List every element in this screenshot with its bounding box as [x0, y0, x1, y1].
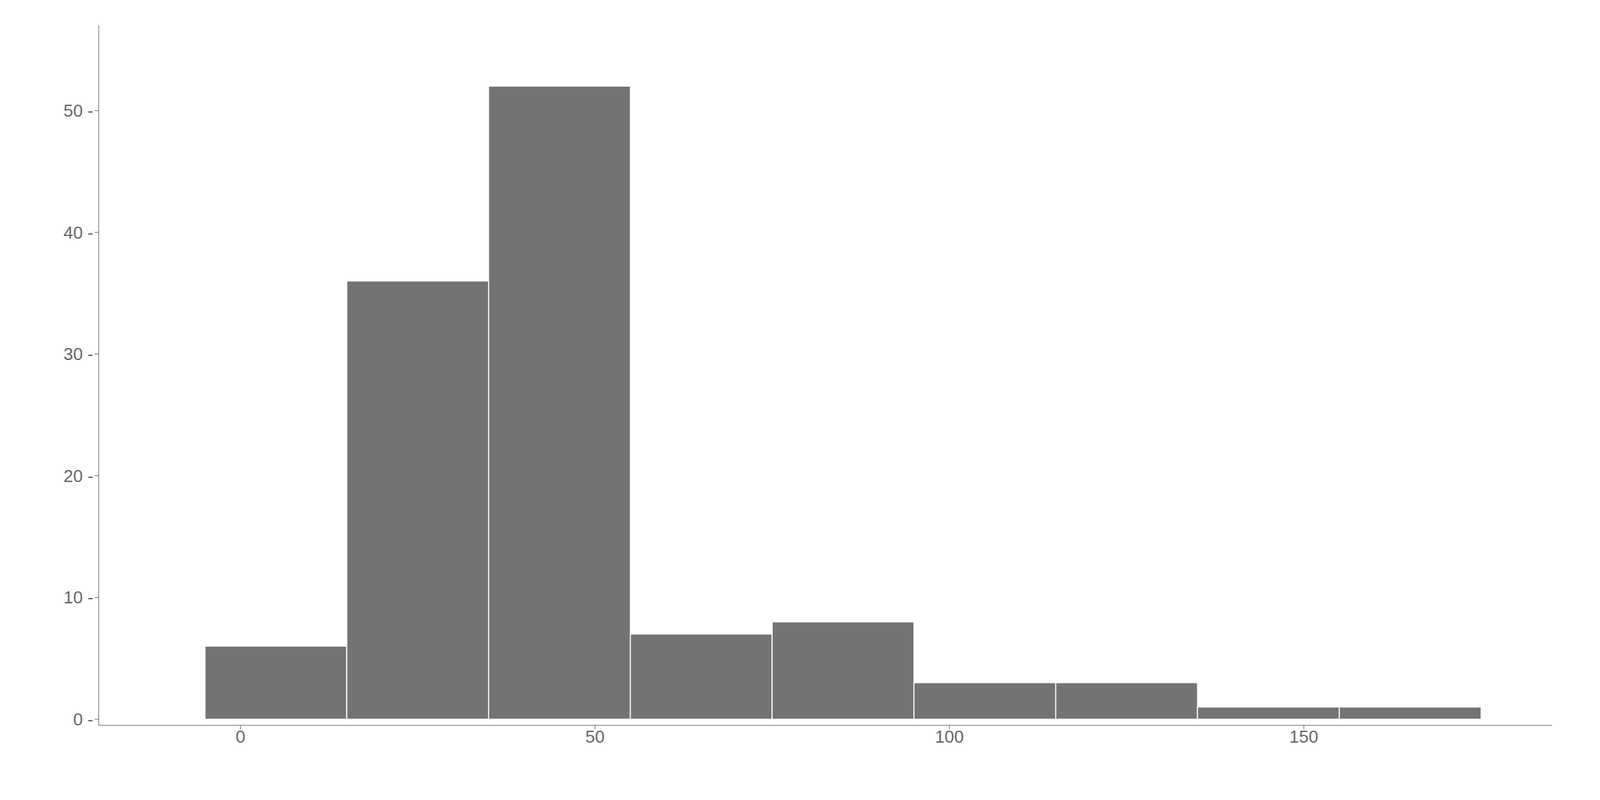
svg-text:10 -: 10 -: [63, 587, 94, 608]
svg-text:30 -: 30 -: [63, 344, 94, 364]
svg-text:0: 0: [235, 726, 245, 747]
svg-text:150: 150: [1289, 726, 1318, 747]
svg-text:20 -: 20 -: [63, 466, 94, 486]
svg-text:0 -: 0 -: [73, 709, 94, 730]
svg-text:50 -: 50 -: [63, 100, 94, 121]
svg-text:50: 50: [585, 726, 605, 747]
svg-text:40 -: 40 -: [63, 222, 94, 243]
svg-text:100: 100: [934, 726, 964, 747]
